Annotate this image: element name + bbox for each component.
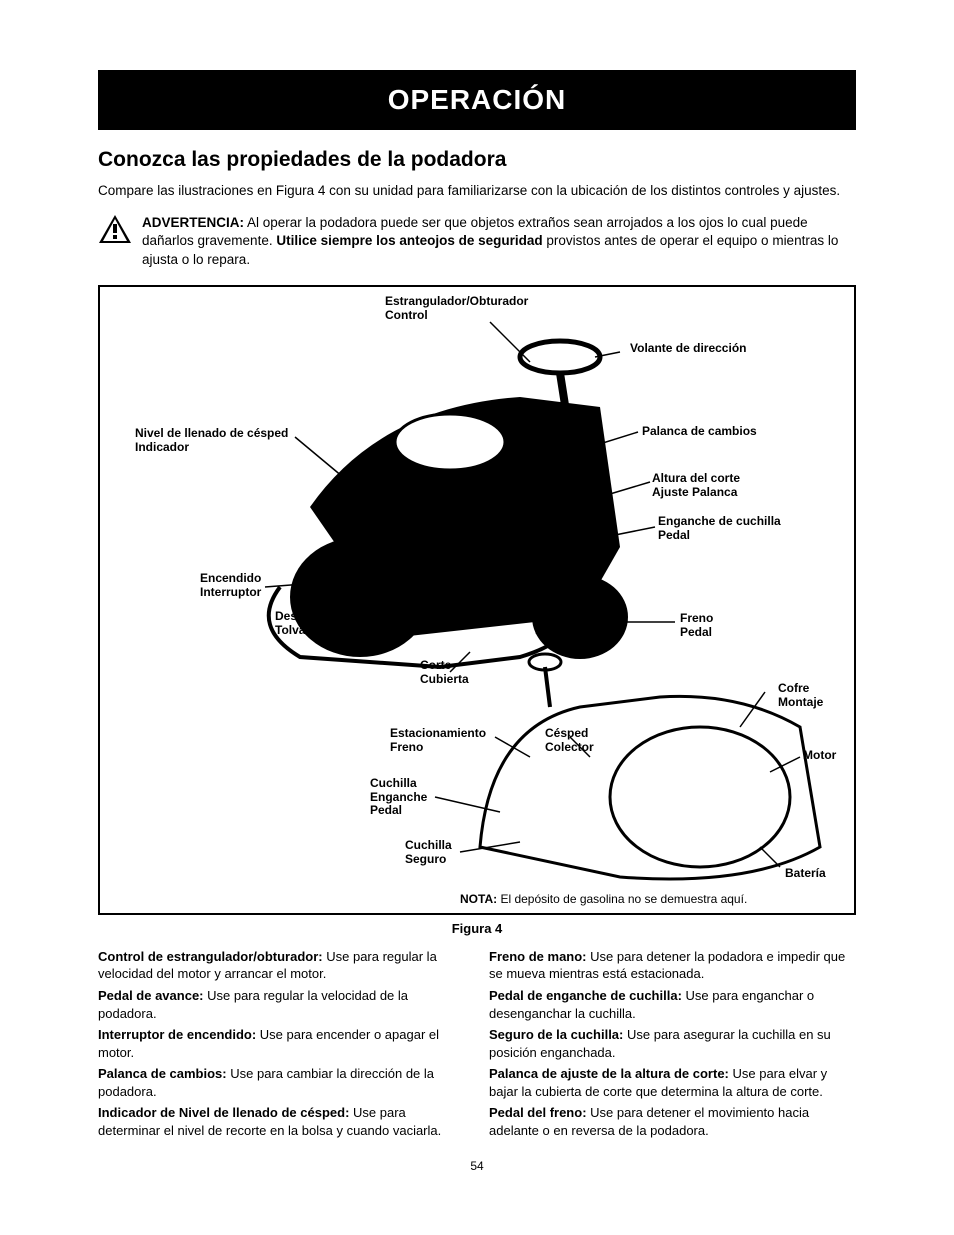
label-blade-lock: CuchillaSeguro	[405, 839, 452, 867]
label-fill-level: Nivel de llenado de céspedIndicador	[135, 427, 288, 455]
desc-item: Freno de mano: Use para detener la podad…	[489, 948, 856, 983]
figure-diagram: Estrangulador/ObturadorControl Volante d…	[98, 285, 856, 915]
desc-item: Pedal de avance: Use para regular la vel…	[98, 987, 465, 1022]
desc-item: Pedal del freno: Use para detener el mov…	[489, 1104, 856, 1139]
warning-bold: Utilice siempre los anteojos de segurida…	[276, 233, 542, 248]
descriptions: Control de estrangulador/obturador: Use …	[98, 948, 856, 1143]
description-column-right: Freno de mano: Use para detener la podad…	[489, 948, 856, 1143]
warning-block: ADVERTENCIA: Al operar la podadora puede…	[98, 214, 856, 269]
desc-item: Palanca de ajuste de la altura de corte:…	[489, 1065, 856, 1100]
page-number: 54	[98, 1159, 856, 1173]
desc-item: Indicador de Nivel de llenado de césped:…	[98, 1104, 465, 1139]
page-header: OPERACIÓN	[98, 70, 856, 130]
label-discharge: Descarga lateralTolva	[275, 610, 368, 638]
label-cut-height: Altura del corteAjuste Palanca	[652, 472, 740, 500]
description-column-left: Control de estrangulador/obturador: Use …	[98, 948, 465, 1143]
label-park: EstacionamientoFreno	[390, 727, 486, 755]
intro-paragraph: Compare las ilustraciones en Figura 4 co…	[98, 182, 856, 200]
desc-item: Seguro de la cuchilla: Use para asegurar…	[489, 1026, 856, 1061]
desc-item: Pedal de enganche de cuchilla: Use para …	[489, 987, 856, 1022]
label-blade-engage: Enganche de cuchillaPedal	[658, 515, 781, 543]
label-ignition: EncendidoInterruptor	[200, 572, 261, 600]
label-engine: Motor	[803, 749, 836, 763]
diagram-note: NOTA: El depósito de gasolina no se demu…	[460, 892, 747, 906]
figure-caption: Figura 4	[98, 921, 856, 936]
label-drive: "Avance"Pedal	[535, 610, 589, 638]
label-grass: CéspedColector	[545, 727, 594, 755]
label-choke: Estrangulador/ObturadorControl	[385, 295, 528, 323]
warning-text: ADVERTENCIA: Al operar la podadora puede…	[142, 214, 856, 269]
section-subtitle: Conozca las propiedades de la podadora	[98, 148, 856, 172]
label-brake: FrenoPedal	[680, 612, 713, 640]
label-battery: Batería	[785, 867, 826, 881]
label-hood: CofreMontaje	[778, 682, 823, 710]
warning-icon	[98, 214, 132, 269]
label-deck: CorteCubierta	[420, 659, 469, 687]
desc-item: Palanca de cambios: Use para cambiar la …	[98, 1065, 465, 1100]
label-steering: Volante de dirección	[630, 342, 746, 356]
desc-item: Control de estrangulador/obturador: Use …	[98, 948, 465, 983]
warning-lead: ADVERTENCIA:	[142, 215, 244, 230]
label-shift: Palanca de cambios	[642, 425, 757, 439]
desc-item: Interruptor de encendido: Use para encen…	[98, 1026, 465, 1061]
label-blade-pedal: CuchillaEnganchePedal	[370, 777, 427, 818]
